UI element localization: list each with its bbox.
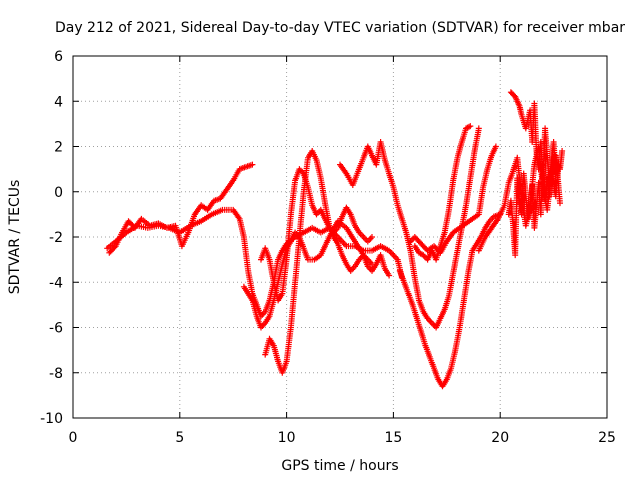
series-markers [104, 206, 405, 320]
series-markers [106, 161, 256, 256]
series-markers [337, 125, 482, 331]
data-points [104, 89, 566, 390]
data-series [407, 143, 499, 256]
x-tick-label: 10 [278, 430, 296, 446]
chart-title: Day 212 of 2021, Sidereal Day-to-day VTE… [55, 20, 625, 36]
series-markers [240, 218, 375, 331]
y-tick-label: -6 [49, 321, 63, 337]
data-series [104, 206, 405, 320]
y-tick-label: -2 [49, 230, 63, 246]
series-markers [258, 166, 375, 304]
y-tick-label: -10 [40, 411, 63, 427]
y-tick-label: -4 [49, 275, 63, 291]
data-series [262, 148, 393, 376]
series-markers [262, 148, 393, 376]
y-tick-label: 0 [54, 185, 63, 201]
data-series [411, 123, 474, 263]
y-tick-label: 6 [54, 49, 63, 65]
series-markers [411, 123, 474, 263]
x-tick-label: 15 [384, 430, 402, 446]
y-tick-label: 4 [54, 94, 63, 110]
x-axis-ticks: 0 5 10 15 20 25 [69, 56, 616, 446]
x-tick-label: 0 [69, 430, 78, 446]
data-series [240, 218, 375, 331]
y-tick-label: -8 [49, 366, 63, 382]
data-series [337, 125, 482, 331]
y-axis-ticks: 6 4 2 0 -2 -4 -6 -8 -10 [40, 49, 607, 427]
x-axis-title: GPS time / hours [281, 458, 398, 474]
series-markers [407, 143, 499, 256]
series-markers [505, 157, 561, 259]
x-tick-label: 25 [598, 430, 616, 446]
y-tick-label: 2 [54, 140, 63, 156]
x-tick-label: 20 [491, 430, 509, 446]
data-series [258, 166, 375, 304]
data-series [106, 161, 256, 256]
data-series [396, 211, 504, 390]
y-axis-title: SDTVAR / TECUs [7, 180, 23, 295]
data-series [505, 157, 561, 259]
series-markers [396, 211, 504, 390]
x-tick-label: 5 [175, 430, 184, 446]
